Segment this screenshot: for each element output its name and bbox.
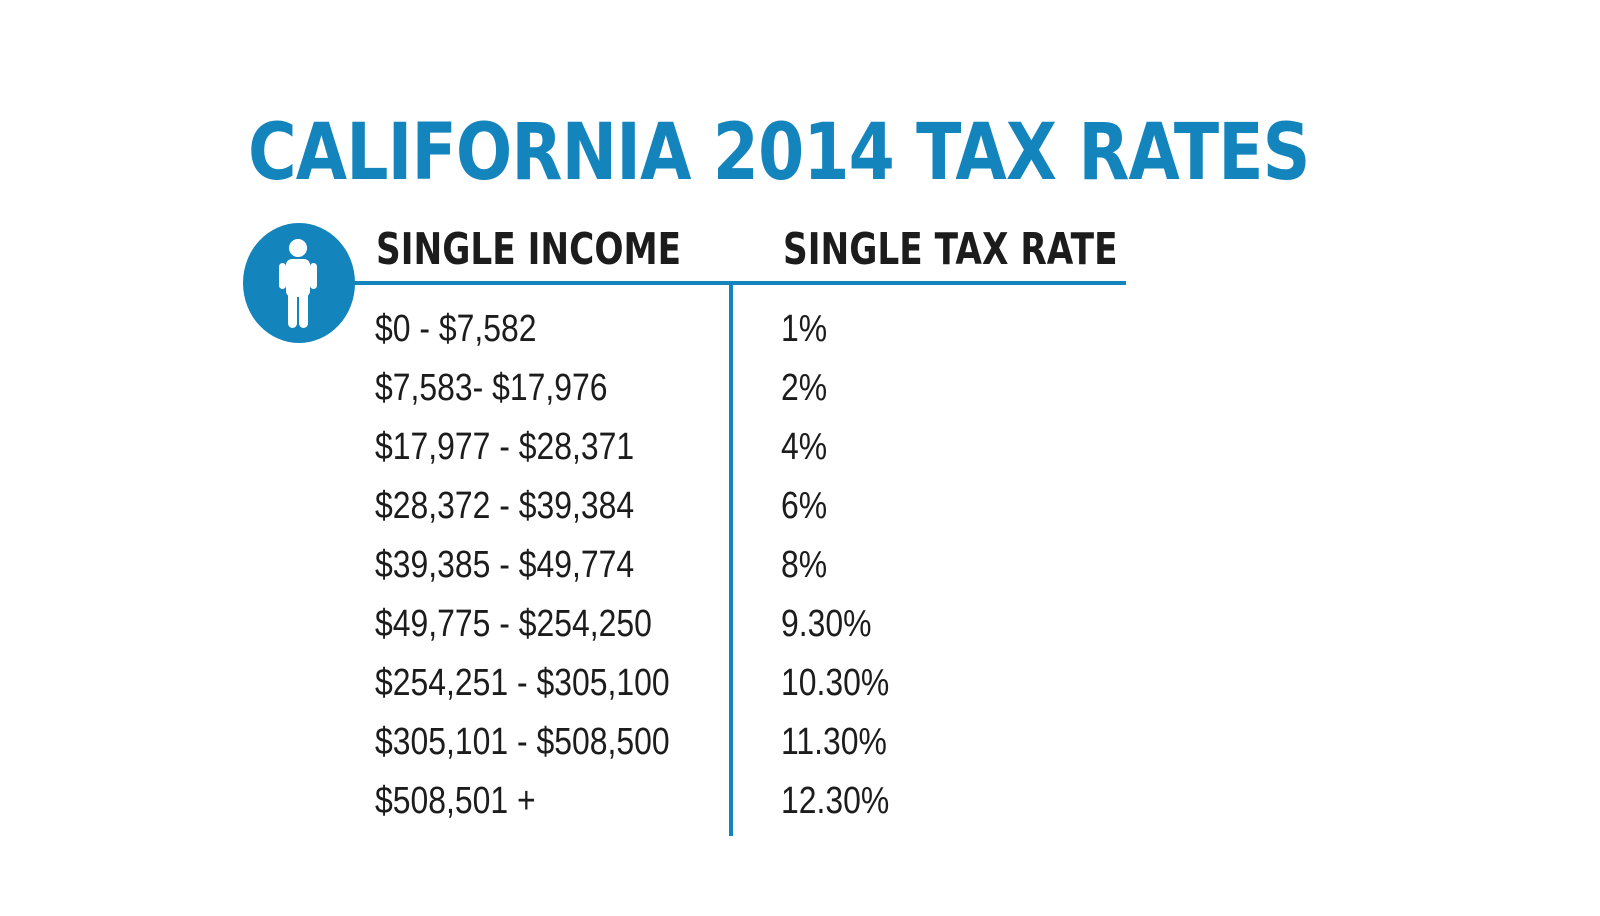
- header-divider: [330, 281, 1126, 285]
- income-cell: $17,977 - $28,371: [375, 426, 635, 468]
- income-cell: $49,775 - $254,250: [375, 603, 652, 645]
- tax-rate-cell: 1%: [781, 308, 828, 350]
- tax-rate-cell: 6%: [781, 485, 828, 527]
- column-header-tax-rate: SINGLE TAX RATE: [783, 224, 1118, 275]
- tax-rate-cell: 9.30%: [781, 603, 872, 645]
- tax-rate-cell: 10.30%: [781, 662, 890, 704]
- tax-rate-cell: 12.30%: [781, 780, 890, 822]
- person-icon: [279, 239, 317, 328]
- income-cell: $508,501 +: [375, 780, 536, 822]
- income-cell: $305,101 - $508,500: [375, 721, 670, 763]
- income-cell: $0 - $7,582: [375, 308, 537, 350]
- tax-rate-cell: 4%: [781, 426, 828, 468]
- income-cell: $39,385 - $49,774: [375, 544, 635, 586]
- income-cell: $254,251 - $305,100: [375, 662, 670, 704]
- page-title: CALIFORNIA 2014 TAX RATES: [248, 108, 1310, 198]
- tax-rate-cell: 8%: [781, 544, 828, 586]
- income-cell: $7,583- $17,976: [375, 367, 608, 409]
- column-divider: [729, 285, 733, 836]
- income-cell: $28,372 - $39,384: [375, 485, 635, 527]
- tax-rate-cell: 2%: [781, 367, 828, 409]
- tax-rate-cell: 11.30%: [781, 721, 887, 763]
- column-header-income: SINGLE INCOME: [376, 224, 682, 275]
